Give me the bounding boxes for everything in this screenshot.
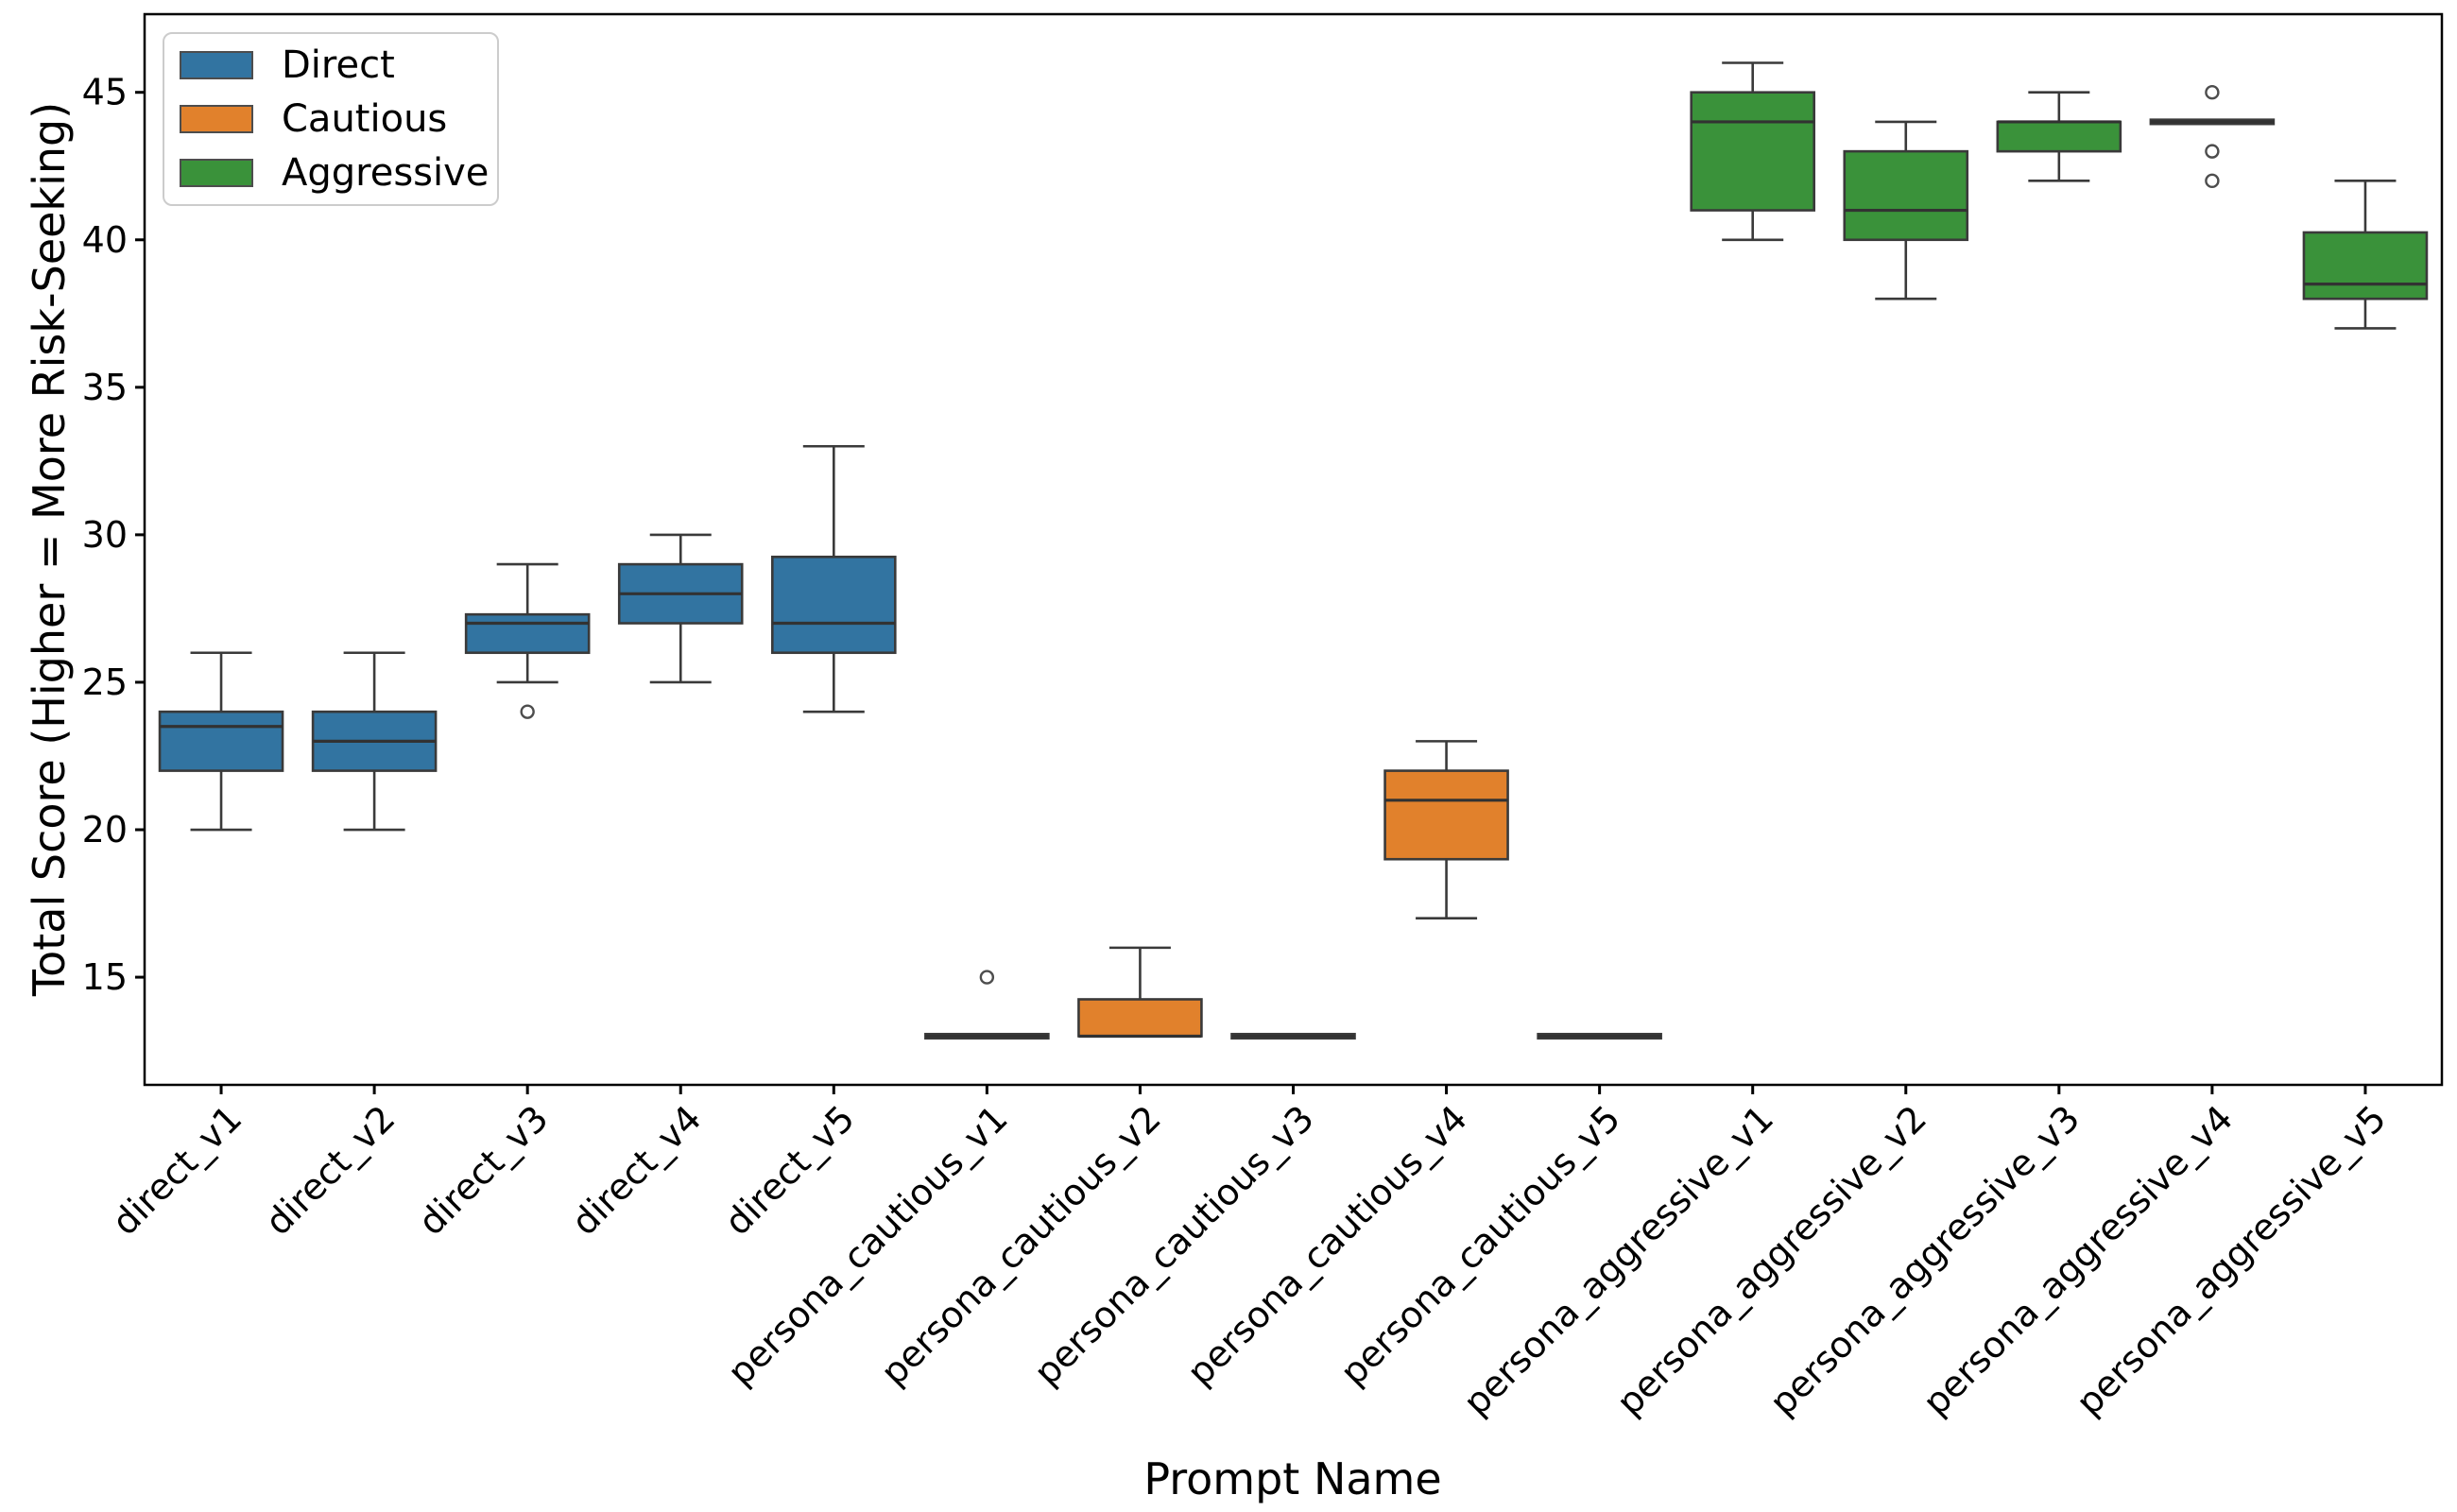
legend: Direct Cautious Aggressive [163,32,499,206]
x-tick-label: persona_aggressive_v5 [2068,1097,2394,1423]
box-rect [1996,120,2122,153]
outlier-point [2205,85,2220,100]
box-direct_v1 [158,651,284,832]
box-persona_cautious_v4 [1383,740,1509,919]
outlier-point [2205,173,2220,189]
x-tick-label: direct_v4 [563,1097,709,1243]
x-tick-label: direct_v3 [410,1097,556,1243]
box-persona_aggressive_v2 [1843,120,1969,301]
legend-swatch-aggressive-icon [180,159,253,187]
box-persona_cautious_v3 [1230,1032,1356,1040]
box-rect [464,612,591,655]
legend-label: Aggressive [282,151,490,195]
outlier-point [979,970,995,985]
box-rect [2302,231,2429,301]
x-axis-label: Prompt Name [1143,1453,1442,1504]
box-rect [158,710,284,772]
y-tick-label: 15 [82,956,128,998]
legend-item-direct: Direct [180,44,497,86]
outlier-point [2205,144,2220,159]
y-axis-label: Total Score (Higher = More Risk-Seeking) [24,101,75,997]
x-tick-label: direct_v5 [716,1097,862,1243]
legend-label: Direct [282,43,395,87]
box-rect [1690,91,1815,212]
legend-swatch-cautious-icon [180,105,253,133]
y-tick-label: 25 [82,662,128,703]
x-tick-label: persona_cautious_v2 [873,1097,1169,1393]
box-persona_aggressive_v3 [1996,91,2122,182]
legend-swatch-direct-icon [180,51,253,79]
x-tick-label: direct_v1 [104,1097,249,1243]
x-tick-label: persona_cautious_v1 [719,1097,1015,1393]
x-tick-label: persona_cautious_v5 [1332,1097,1628,1393]
y-tick-label: 45 [82,72,128,113]
legend-item-aggressive: Aggressive [180,152,497,194]
box-rect [770,556,897,655]
box-direct_v5 [770,444,897,713]
x-tick-label: persona_aggressive_v1 [1455,1097,1781,1423]
box-rect [1077,998,1203,1038]
box-rect [1383,769,1509,861]
box-persona_cautious_v5 [1537,1032,1662,1040]
box-persona_aggressive_v4 [2149,85,2276,189]
x-tick-label: persona_cautious_v4 [1179,1097,1475,1393]
x-tick-label: persona_aggressive_v2 [1608,1097,1934,1423]
axes-frame [143,12,2444,1087]
y-tick-label: 40 [82,219,128,261]
y-tick-label: 30 [82,514,128,556]
legend-label: Cautious [282,97,448,141]
box-persona_aggressive_v1 [1690,61,1815,242]
box-direct_v2 [311,651,438,832]
legend-item-cautious: Cautious [180,98,497,140]
box-persona_aggressive_v5 [2302,180,2429,330]
outlier-point [520,704,535,719]
box-direct_v4 [617,533,744,684]
x-tick-label: persona_aggressive_v4 [1915,1097,2241,1423]
x-tick-label: persona_aggressive_v3 [1761,1097,2088,1423]
y-tick-label: 20 [82,809,128,850]
box-direct_v3 [464,562,591,719]
x-tick-label: persona_cautious_v3 [1026,1097,1322,1393]
box-rect [1843,149,1969,242]
x-tick-label: direct_v2 [257,1097,403,1243]
box-persona_cautious_v2 [1077,946,1203,1039]
y-tick-label: 35 [82,367,128,408]
box-persona_cautious_v1 [924,970,1050,1040]
